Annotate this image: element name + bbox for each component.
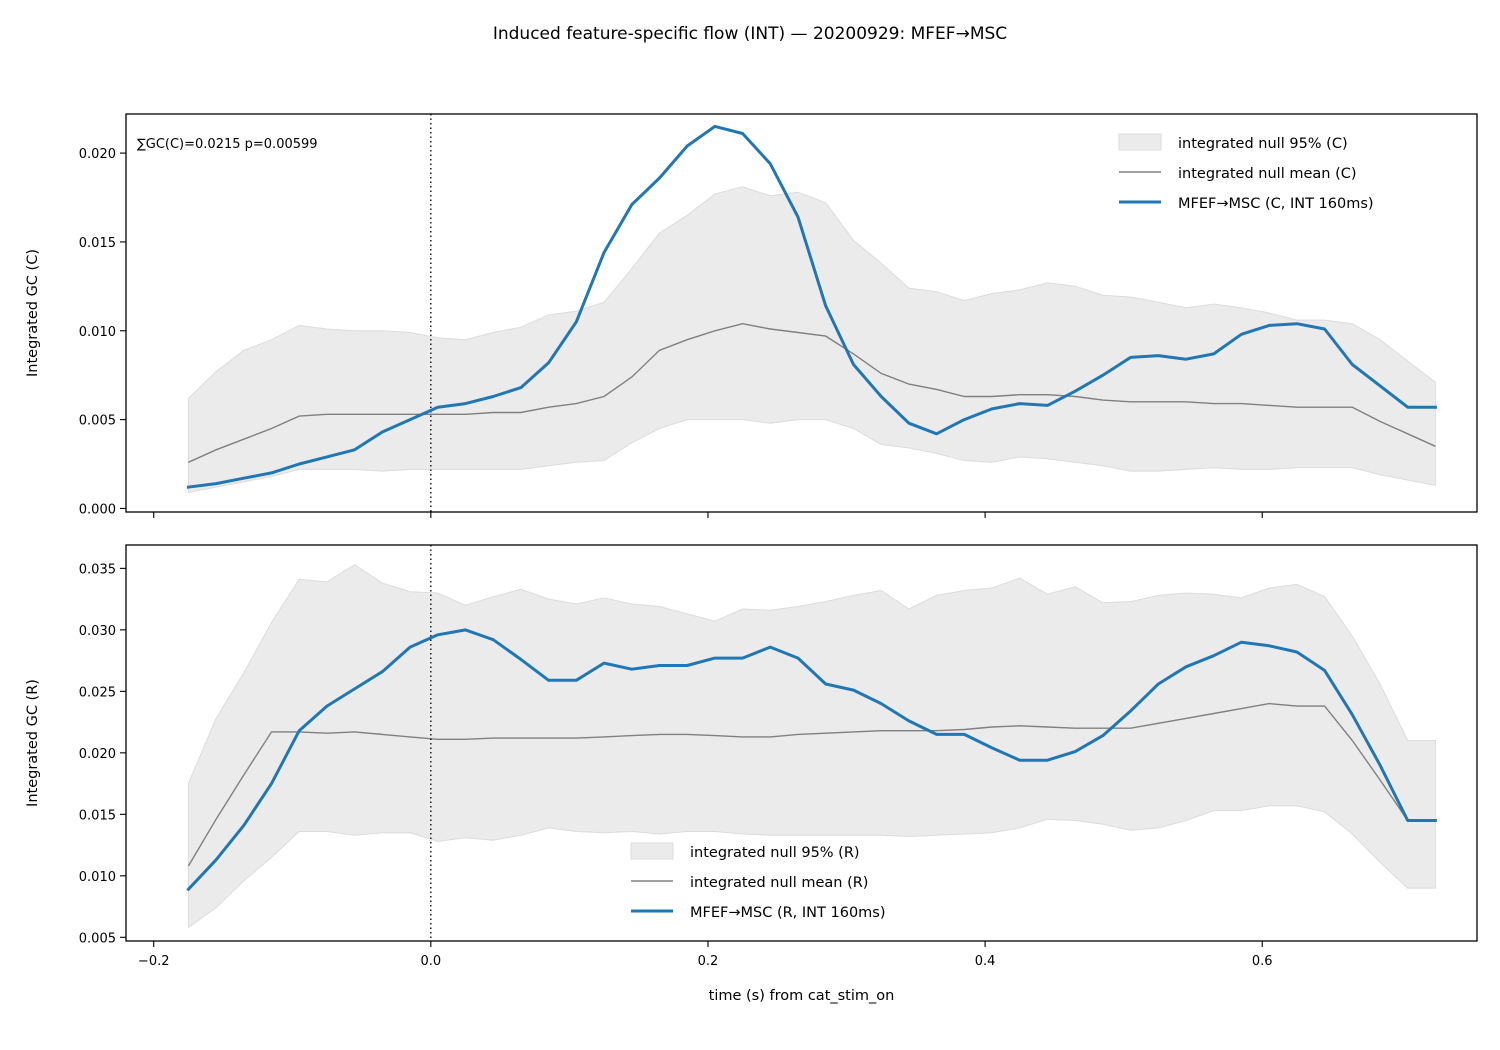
axes-frame [125,544,1478,942]
legend-label: MFEF→MSC (C, INT 160ms) [1178,196,1374,212]
legend-label: integrated null mean (R) [690,875,868,891]
y-tick-label: 0.000 [79,502,116,517]
legend-label: integrated null 95% (R) [690,845,860,861]
plot-area [186,545,1437,941]
y-tick-label: 0.005 [79,931,116,946]
y-axis-label: Integrated GC (R) [25,679,41,807]
top-panel: 0.000 0.005 0.010 0.015 0.020 Integrated GC (… [25,113,1478,518]
legend-swatch-null-band [1118,133,1162,151]
signal-line [186,628,1437,892]
null-mean-line [187,702,1436,867]
x-tick-label: 0.4 [975,954,996,969]
axes-frame [125,113,1478,513]
y-tick-label: 0.015 [79,808,116,823]
figure-title: Induced feature-specific flow (INT) — 20… [493,24,1007,44]
plot-area [186,114,1437,512]
x-tick-label: 0.0 [420,954,441,969]
y-tick-label: 0.010 [79,870,116,885]
null-95-band [187,186,1436,494]
x-tick-label: −0.2 [138,954,170,969]
null-95-band [187,564,1436,929]
stats-annotation: ∑GC(C)=0.0215 p=0.00599 [137,137,318,152]
legend-label: integrated null 95% (C) [1178,136,1348,152]
y-tick-label: 0.030 [79,624,116,639]
legend-swatch-null-band [630,842,674,860]
signal-line [186,124,1437,489]
y-tick-label: 0.015 [79,236,116,251]
x-tick-label: 0.6 [1252,954,1273,969]
y-tick-label: 0.020 [79,147,116,162]
x-tick-label: 0.2 [698,954,719,969]
y-tick-label: 0.035 [79,562,116,577]
bottom-panel: 0.005 0.010 0.015 0.020 0.025 0.030 0.035 −0.2 0… [25,544,1478,1004]
legend-label: MFEF→MSC (R, INT 160ms) [690,905,886,921]
x-axis-label: time (s) from cat_stim_on [709,988,895,1004]
y-tick-label: 0.010 [79,325,116,340]
y-tick-label: 0.025 [79,685,116,700]
y-axis-label: Integrated GC (C) [25,249,41,377]
y-tick-label: 0.005 [79,414,116,429]
y-tick-label: 0.020 [79,747,116,762]
legend-label: integrated null mean (C) [1178,166,1357,182]
null-mean-line [188,322,1436,463]
